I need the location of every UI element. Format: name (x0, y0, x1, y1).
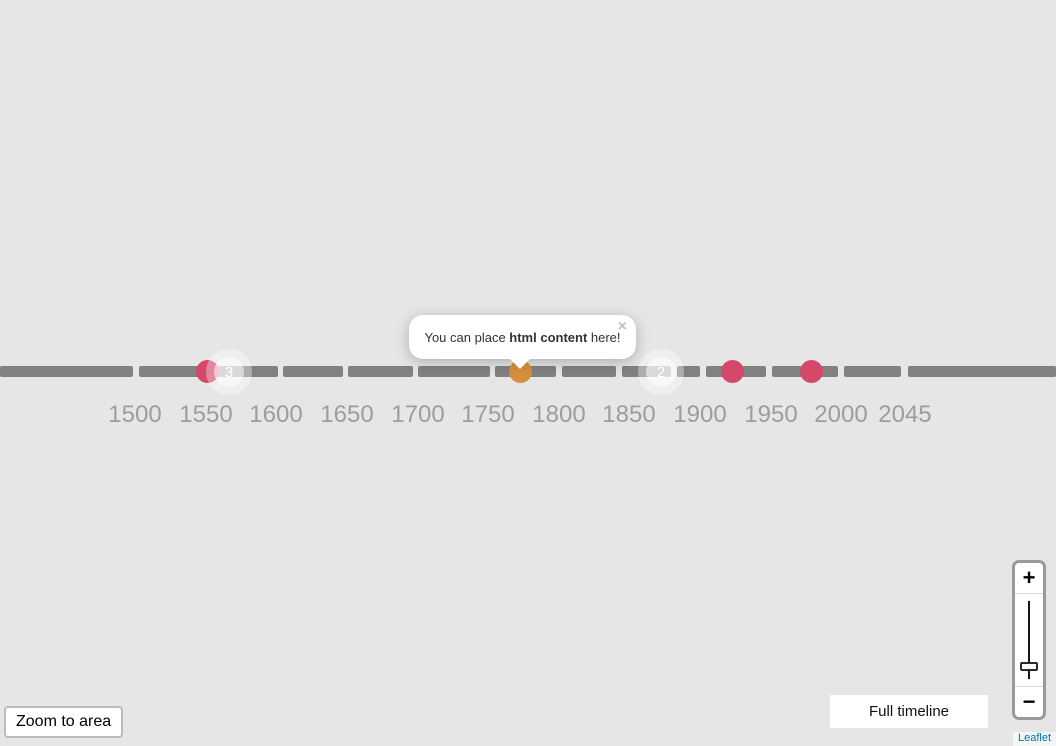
popup-tip (509, 358, 531, 369)
popup-text-bold: html content (509, 329, 588, 345)
timeline-period-segment (418, 366, 490, 377)
popup-content: You can place html content here! (409, 315, 636, 359)
tick-label-1700: 1700 (391, 401, 445, 428)
tick-label-1500: 1500 (108, 401, 162, 428)
timeline-period-segment (677, 366, 700, 377)
zoom-in-button[interactable]: + (1015, 563, 1043, 594)
timeline-period-segment (908, 366, 1056, 377)
cluster-marker[interactable]: 2 (638, 349, 684, 395)
event-marker[interactable] (799, 360, 823, 383)
zoom-slider-track (1028, 601, 1030, 679)
timeline-period-segment (139, 366, 204, 377)
tick-label-1600: 1600 (249, 401, 303, 428)
tick-label-1750: 1750 (461, 401, 515, 428)
event-marker[interactable] (720, 360, 744, 383)
popup-close-button[interactable]: × (617, 318, 627, 335)
tick-label-2000: 2000 (814, 401, 868, 428)
zoom-to-area-button[interactable]: Zoom to area (4, 706, 124, 738)
popup-text: You can place (424, 329, 510, 345)
popup-text: here! (587, 329, 621, 345)
tick-label-1650: 1650 (320, 401, 374, 428)
zoom-slider[interactable] (1015, 594, 1043, 686)
zoom-control: + − (1012, 560, 1046, 720)
timeline-period-segment (562, 366, 616, 377)
leaflet-attribution-link[interactable]: Leaflet (1017, 732, 1051, 744)
timeline-period-segment (348, 366, 413, 377)
attribution-bar: Leaflet (1012, 732, 1056, 746)
cluster-count: 2 (656, 363, 666, 381)
tick-label-1800: 1800 (532, 401, 586, 428)
cluster-circle (214, 357, 244, 387)
timeline-period-segment (844, 366, 901, 377)
timeline-period-segment (283, 366, 343, 377)
timeline-period-segment (0, 366, 133, 377)
event-marker[interactable] (195, 360, 219, 383)
tick-label-2045: 2045 (878, 401, 932, 428)
popup: You can place html content here! × (409, 315, 636, 369)
cluster-count: 3 (224, 363, 234, 381)
tick-label-1900: 1900 (673, 401, 727, 428)
tick-label-1950: 1950 (744, 401, 798, 428)
tick-label-1850: 1850 (602, 401, 656, 428)
zoom-out-button[interactable]: − (1015, 686, 1043, 717)
tick-label-1550: 1550 (179, 401, 233, 428)
zoom-slider-knob[interactable] (1020, 662, 1038, 671)
full-timeline-button[interactable]: Full timeline (830, 695, 988, 728)
cluster-circle (646, 357, 676, 387)
cluster-marker[interactable]: 3 (206, 349, 252, 395)
